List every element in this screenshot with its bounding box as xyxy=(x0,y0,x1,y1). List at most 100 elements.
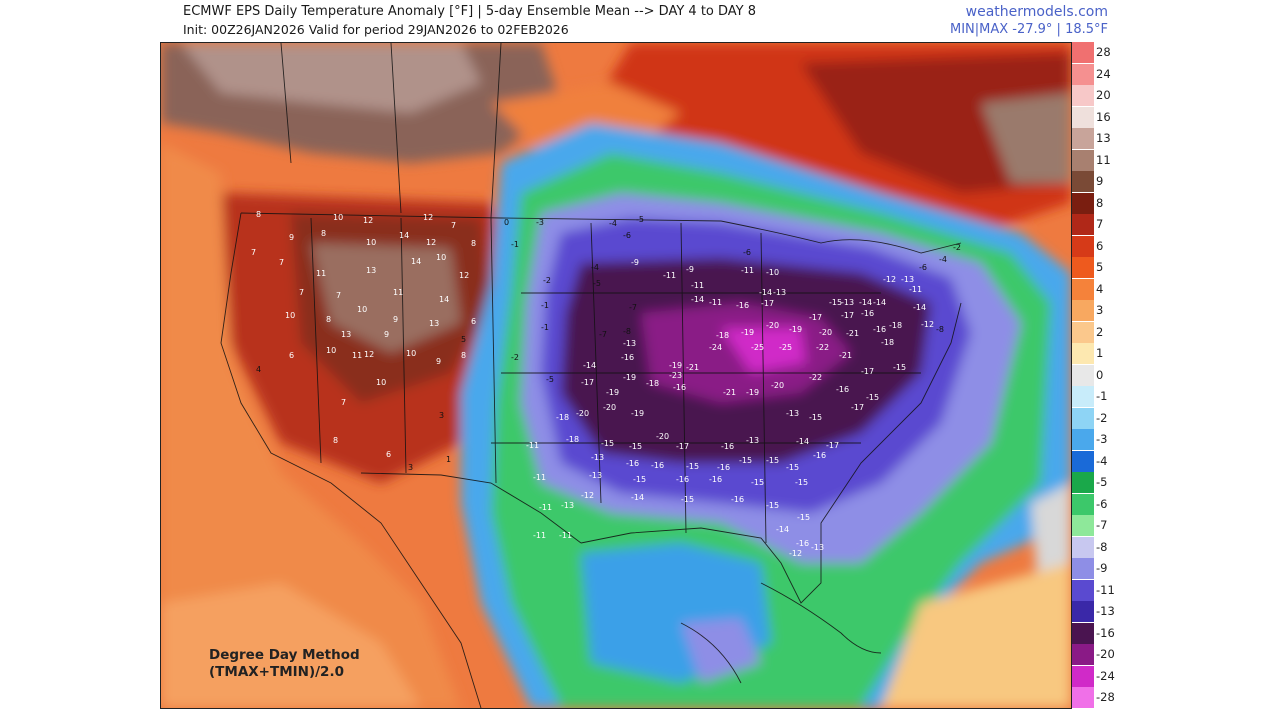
method-line-2: (TMAX+TMIN)/2.0 xyxy=(209,664,344,680)
station-value: 10 xyxy=(366,238,377,247)
station-value: -15 xyxy=(786,463,800,472)
legend-label: 28 xyxy=(1096,45,1111,59)
station-value: -16 xyxy=(626,459,640,468)
legend-swatch xyxy=(1072,493,1094,515)
station-value: 13 xyxy=(429,319,440,328)
station-value: -2 xyxy=(543,276,551,285)
station-value: -12 xyxy=(883,275,897,284)
station-value: 6 xyxy=(471,317,477,326)
station-value: -22 xyxy=(809,373,823,382)
yucatan-lavender-area xyxy=(681,618,761,683)
legend-entry: -4 xyxy=(1072,450,1122,472)
station-value: -21 xyxy=(839,351,853,360)
legend-label: 2 xyxy=(1096,324,1104,339)
station-value: -6 xyxy=(623,231,631,240)
legend-label: 3 xyxy=(1096,303,1104,317)
station-value: -24 xyxy=(709,343,723,352)
station-value: -18 xyxy=(889,321,903,330)
legend-entry: -1 xyxy=(1072,386,1122,407)
station-value: -14 xyxy=(873,298,887,307)
station-value: 7 xyxy=(341,398,347,407)
station-value: 11 xyxy=(316,269,327,278)
station-value: -19 xyxy=(669,361,683,370)
station-value: 14 xyxy=(411,257,422,266)
station-value: -17 xyxy=(861,367,875,376)
map-init-valid-period: Init: 00Z26JAN2026 Valid for period 29JA… xyxy=(183,22,569,37)
us-state-lines-horizontal xyxy=(491,292,921,444)
station-value: -16 xyxy=(673,383,687,392)
station-value: -13 xyxy=(591,453,605,462)
station-value: -17 xyxy=(676,442,690,451)
pacific-orange-area xyxy=(161,143,461,708)
station-value: -13 xyxy=(773,288,787,297)
station-value: 10 xyxy=(357,305,368,314)
station-value: -8 xyxy=(623,327,631,336)
station-value: -19 xyxy=(789,325,803,334)
station-value: 10 xyxy=(406,349,417,358)
canada-gray-area xyxy=(181,43,481,113)
station-value: 9 xyxy=(289,233,295,242)
legend-entry: -9 xyxy=(1072,558,1122,579)
station-value: -25 xyxy=(751,343,765,352)
legend-label: 4 xyxy=(1096,281,1104,296)
legend-label: -11 xyxy=(1096,582,1115,597)
station-value: -11 xyxy=(526,441,540,450)
map-header: ECMWF EPS Daily Temperature Anomaly [°F]… xyxy=(0,0,1280,42)
caribbean-yellow-area xyxy=(881,563,1071,708)
station-value: 9 xyxy=(393,315,399,324)
legend-swatch xyxy=(1072,214,1094,235)
station-value: -15 xyxy=(809,413,823,422)
legend-label: -5 xyxy=(1096,475,1108,489)
station-value: -7 xyxy=(629,303,637,312)
station-value: 4 xyxy=(256,365,262,374)
legend-entry: 11 xyxy=(1072,149,1122,171)
station-value: -11 xyxy=(709,298,723,307)
station-value: -5 xyxy=(593,279,601,288)
station-value: 1 xyxy=(446,455,452,464)
station-value: -15 xyxy=(629,442,643,451)
station-value: -22 xyxy=(816,343,830,352)
station-value: -12 xyxy=(921,320,935,329)
legend-swatch xyxy=(1072,300,1094,321)
legend-entry: -2 xyxy=(1072,407,1122,429)
station-value: -14 xyxy=(776,525,790,534)
station-value: 12 xyxy=(364,350,375,359)
station-value: -4 xyxy=(609,219,617,228)
legend-entry: -13 xyxy=(1072,601,1122,622)
station-value: -17 xyxy=(761,299,775,308)
cold-pink-core xyxy=(721,328,806,373)
station-value: -13 xyxy=(623,339,637,348)
station-value: -11 xyxy=(741,266,755,275)
legend-entry: 24 xyxy=(1072,63,1122,85)
legend-label: -24 xyxy=(1096,668,1115,683)
legend-entry: 2 xyxy=(1072,321,1122,343)
station-value: -18 xyxy=(646,379,660,388)
station-value: -23 xyxy=(669,371,683,380)
station-value: -1 xyxy=(511,240,519,249)
station-value: 12 xyxy=(363,216,374,225)
station-value: -15 xyxy=(739,456,753,465)
station-value: 10 xyxy=(376,378,387,387)
station-value: -15 xyxy=(829,298,843,307)
legend-label: -4 xyxy=(1096,453,1108,468)
legend-swatch xyxy=(1072,171,1094,192)
legend-label: -13 xyxy=(1096,604,1115,618)
station-value: -9 xyxy=(631,258,639,267)
station-value: -13 xyxy=(589,471,603,480)
station-value: 14 xyxy=(399,231,410,240)
legend-entry: 6 xyxy=(1072,235,1122,257)
legend-entry: 7 xyxy=(1072,214,1122,235)
station-value: -13 xyxy=(561,501,575,510)
station-value: -19 xyxy=(631,409,645,418)
station-value: -18 xyxy=(881,338,895,347)
legend-label: -8 xyxy=(1096,539,1108,554)
station-value: -16 xyxy=(736,301,750,310)
legend-entry: 20 xyxy=(1072,85,1122,106)
method-note: Degree Day Method (TMAX+TMIN)/2.0 xyxy=(209,647,360,681)
station-value: -17 xyxy=(809,313,823,322)
station-value: -15 xyxy=(633,475,647,484)
station-value: 14 xyxy=(439,295,450,304)
legend-swatch xyxy=(1072,687,1094,708)
station-value: -16 xyxy=(873,325,887,334)
legend-label: 1 xyxy=(1096,346,1104,360)
